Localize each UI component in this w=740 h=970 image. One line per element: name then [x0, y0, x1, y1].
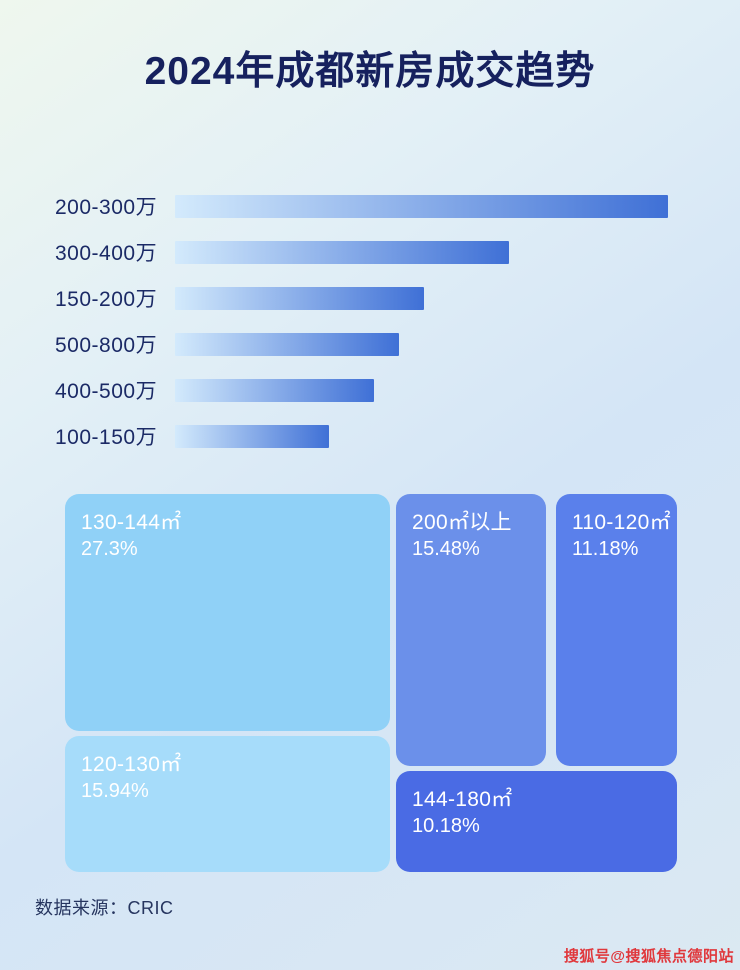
bar-row: 400-500万 [55, 367, 673, 413]
treemap-percent: 11.18% [572, 538, 639, 560]
bar-category-label: 200-300万 [55, 196, 158, 219]
bar [175, 240, 509, 264]
treemap-percent: 27.3% [81, 538, 138, 560]
treemap-label: 200㎡以上 [412, 511, 512, 534]
bar-category-label: 100-150万 [55, 426, 158, 449]
treemap-block: 110-120㎡ 11.18% [556, 494, 677, 766]
bar [175, 332, 400, 356]
page-title: 2024年成都新房成交趋势 [144, 50, 596, 93]
bar [175, 194, 669, 218]
treemap-block: 120-130㎡ 15.94% [65, 736, 390, 872]
bar-row: 500-800万 [55, 321, 673, 367]
bar-track [175, 378, 673, 402]
treemap-block: 130-144㎡ 27.3% [65, 494, 390, 731]
treemap-label: 130-144㎡ [81, 511, 182, 534]
treemap-label: 144-180㎡ [412, 788, 513, 811]
treemap-percent: 15.94% [81, 780, 149, 802]
bar [175, 286, 424, 310]
bar-track [175, 286, 673, 310]
treemap-block: 200㎡以上 15.48% [396, 494, 546, 766]
bar-category-label: 500-800万 [55, 334, 158, 357]
treemap-percent: 10.18% [412, 815, 480, 837]
bar-row: 300-400万 [55, 229, 673, 275]
bar-track [175, 194, 673, 218]
data-source-label: 数据来源：CRIC [35, 898, 174, 918]
bar [175, 424, 330, 448]
bar-row: 150-200万 [55, 275, 673, 321]
bar-category-label: 400-500万 [55, 380, 158, 403]
bar-chart: 200-300万 300-400万 150-200万 500-800万 400-500万… [55, 183, 673, 459]
bar-row: 100-150万 [55, 413, 673, 459]
treemap-percent: 15.48% [412, 538, 480, 560]
bar-track [175, 240, 673, 264]
treemap-label: 110-120㎡ [572, 511, 671, 534]
watermark-text: 搜狐号@搜狐焦点德阳站 [563, 948, 734, 965]
bar-category-label: 150-200万 [55, 288, 158, 311]
bar-row: 200-300万 [55, 183, 673, 229]
treemap-block: 144-180㎡ 10.18% [396, 771, 677, 872]
treemap: 130-144㎡ 27.3% 120-130㎡ 15.94% 200㎡以上 15.48% 1… [65, 494, 677, 872]
bar [175, 378, 375, 402]
treemap-label: 120-130㎡ [81, 753, 182, 776]
bar-category-label: 300-400万 [55, 242, 158, 265]
bar-track [175, 424, 673, 448]
bar-track [175, 332, 673, 356]
